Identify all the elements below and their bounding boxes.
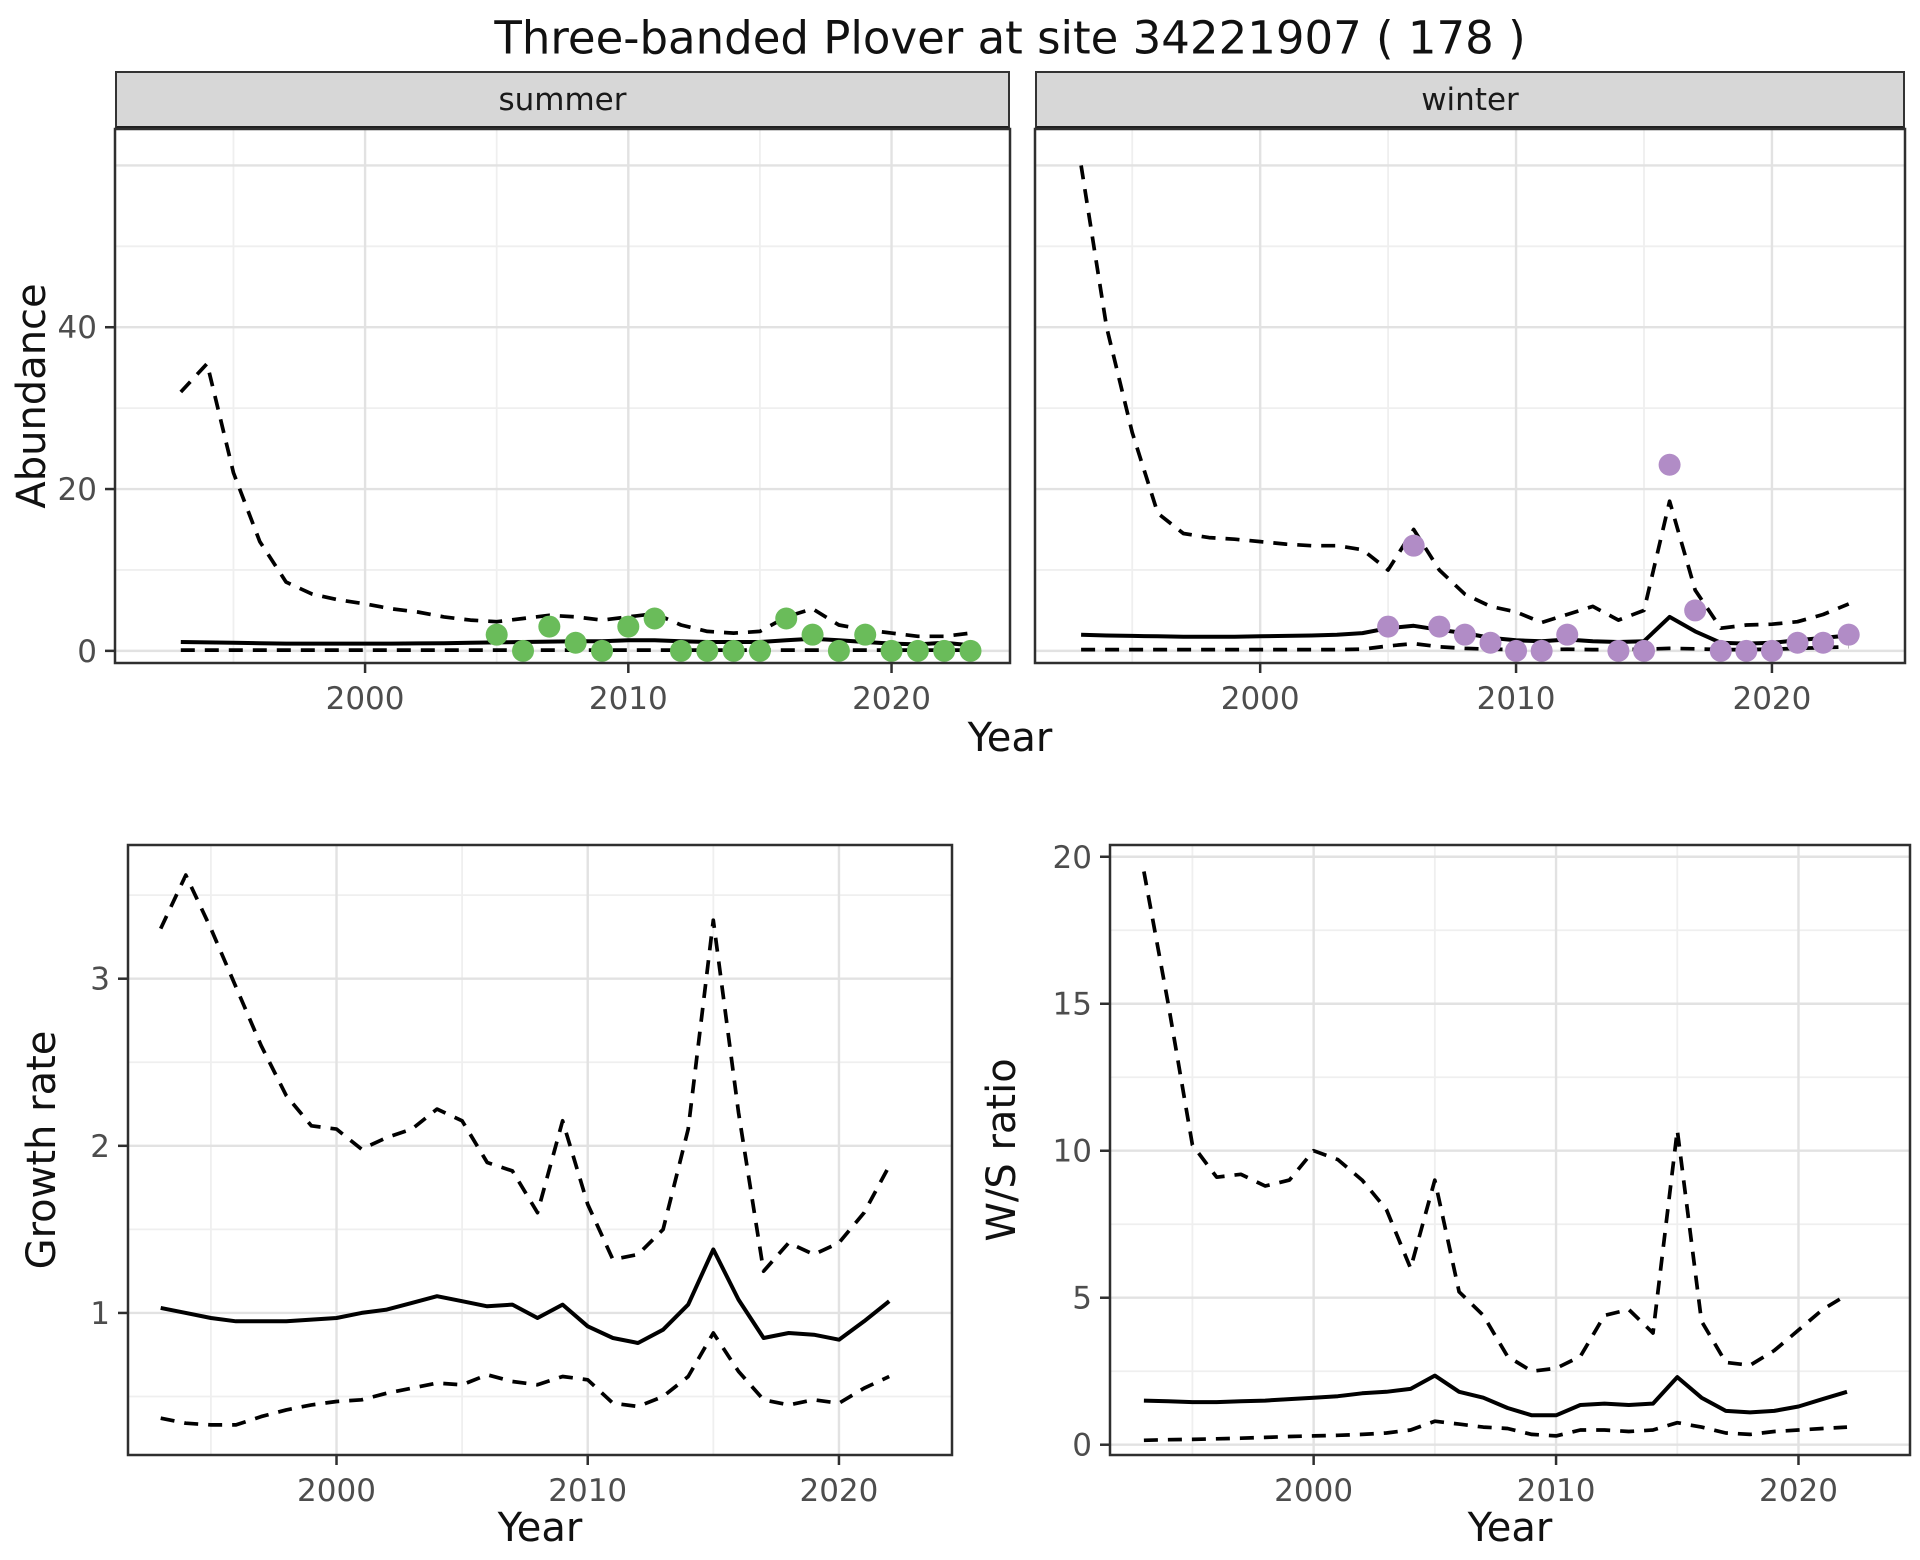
data-point	[538, 615, 561, 638]
x-tick-label: 2000	[297, 1473, 376, 1509]
data-point	[643, 607, 666, 630]
x-tick-label: 2010	[1477, 681, 1556, 717]
upper_95ci-line	[159, 873, 891, 1274]
x-tick-label: 2020	[1732, 681, 1811, 717]
facet-strip-winter-label: winter	[1421, 81, 1519, 118]
y-tick-label: 3	[90, 962, 110, 998]
y-tick-label: 20	[1053, 840, 1092, 876]
lower_95ci-line	[160, 1331, 890, 1427]
data-point	[1402, 534, 1425, 557]
y-tick-label: 2	[90, 1129, 110, 1165]
data-point	[1837, 623, 1860, 646]
data-point	[1760, 639, 1783, 662]
data-point	[775, 607, 798, 630]
x-tick-label: 2000	[1274, 1473, 1353, 1509]
abundance-summer-panel: 2000 2010 2020 0 20 40	[58, 127, 1012, 717]
facet-strip-summer-label: summer	[498, 81, 627, 118]
x-tick-label: 2000	[326, 681, 405, 717]
data-point	[1709, 639, 1732, 662]
upper_95ci-line	[1079, 165, 1850, 631]
y-tick-label: 0	[1072, 1428, 1092, 1464]
y-tick-label: 20	[58, 472, 97, 508]
data-point	[1684, 599, 1707, 622]
data-point	[590, 639, 613, 662]
data-point	[512, 639, 535, 662]
data-point	[485, 623, 508, 646]
data-point	[1428, 615, 1451, 638]
data-point	[1633, 639, 1655, 662]
data-point	[1786, 631, 1809, 654]
data-point	[959, 639, 982, 662]
figure-title: Three-banded Plover at site 34221907 ( 1…	[494, 11, 1526, 65]
x-tick-label: 2010	[548, 1473, 627, 1509]
y-tick-label: 0	[77, 634, 97, 670]
growth-year-axis-title: Year	[497, 1505, 583, 1551]
facet-strip-summer: summer	[115, 71, 1010, 129]
fit-line	[1143, 1373, 1848, 1418]
data-point	[617, 615, 640, 638]
y-tick-label: 40	[58, 310, 97, 346]
data-point	[696, 639, 719, 662]
data-point	[933, 639, 956, 662]
data-point	[1556, 623, 1579, 646]
x-tick-label: 2000	[1221, 681, 1300, 717]
data-point	[564, 631, 587, 654]
data-point	[669, 639, 692, 662]
y-tick-label: 10	[1053, 1134, 1092, 1170]
data-point	[854, 623, 877, 646]
data-point	[827, 639, 850, 662]
data-point	[1812, 631, 1835, 654]
data-point	[801, 623, 824, 646]
data-point	[722, 639, 745, 662]
x-tick-label: 2020	[799, 1473, 878, 1509]
data-point	[1505, 639, 1528, 662]
ws-year-axis-title: Year	[1467, 1505, 1553, 1551]
top-year-axis-title: Year	[967, 715, 1053, 761]
y-tick-label: 5	[1072, 1281, 1092, 1317]
data-point	[1607, 639, 1630, 662]
x-tick-label: 2010	[589, 681, 668, 717]
data-point	[1530, 639, 1553, 662]
data-point	[1479, 631, 1502, 654]
data-point	[906, 639, 929, 662]
upper_95ci-line	[1142, 871, 1848, 1374]
upper_95ci-line	[179, 361, 971, 639]
data-point	[1658, 453, 1681, 476]
x-tick-label: 2020	[852, 681, 931, 717]
data-point	[748, 639, 771, 662]
abundance-winter-panel: 2000 2010 2020	[1033, 127, 1907, 717]
x-tick-label: 2020	[1759, 1473, 1838, 1509]
data-point	[880, 639, 903, 662]
ws-ratio-panel: 2000 2010 2020 0 5 10 15 20	[1053, 840, 1912, 1509]
y-tick-label: 1	[90, 1296, 110, 1332]
data-point	[1453, 623, 1476, 646]
growth-rate-panel: 2000 2010 2020 1 2 3	[90, 843, 954, 1509]
fit-line	[160, 1247, 891, 1345]
facet-strip-winter: winter	[1035, 71, 1905, 129]
y-tick-label: 15	[1053, 987, 1092, 1023]
lower_95ci-line	[1081, 641, 1849, 652]
data-point	[1735, 639, 1758, 662]
data-point	[1377, 615, 1400, 638]
x-tick-label: 2010	[1517, 1473, 1596, 1509]
